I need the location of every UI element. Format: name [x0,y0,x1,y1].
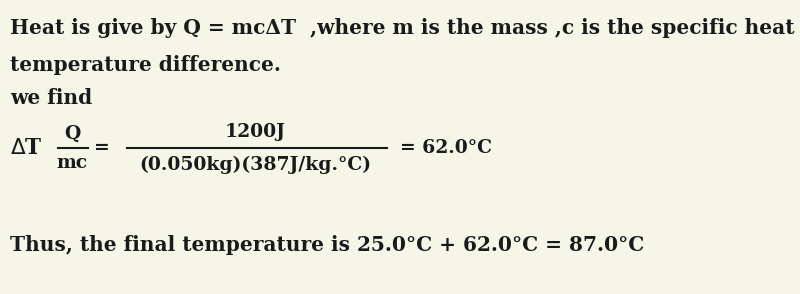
Text: =: = [94,139,110,157]
Text: $\Delta$T: $\Delta$T [10,137,42,159]
Text: = 62.0°C: = 62.0°C [400,139,492,157]
Text: (0.050kg)(387J/kg.°C): (0.050kg)(387J/kg.°C) [139,156,371,174]
Text: Heat is give by Q = mcΔT  ,where m is the mass ,c is the specific heat and ΔT  i: Heat is give by Q = mcΔT ,where m is the… [10,18,800,38]
Text: Q: Q [64,125,80,143]
Text: temperature difference.: temperature difference. [10,55,281,75]
Text: mc: mc [57,154,87,172]
Text: we find: we find [10,88,92,108]
Text: 1200J: 1200J [225,123,286,141]
Text: Thus, the final temperature is 25.0°C + 62.0°C = 87.0°C: Thus, the final temperature is 25.0°C + … [10,235,644,255]
